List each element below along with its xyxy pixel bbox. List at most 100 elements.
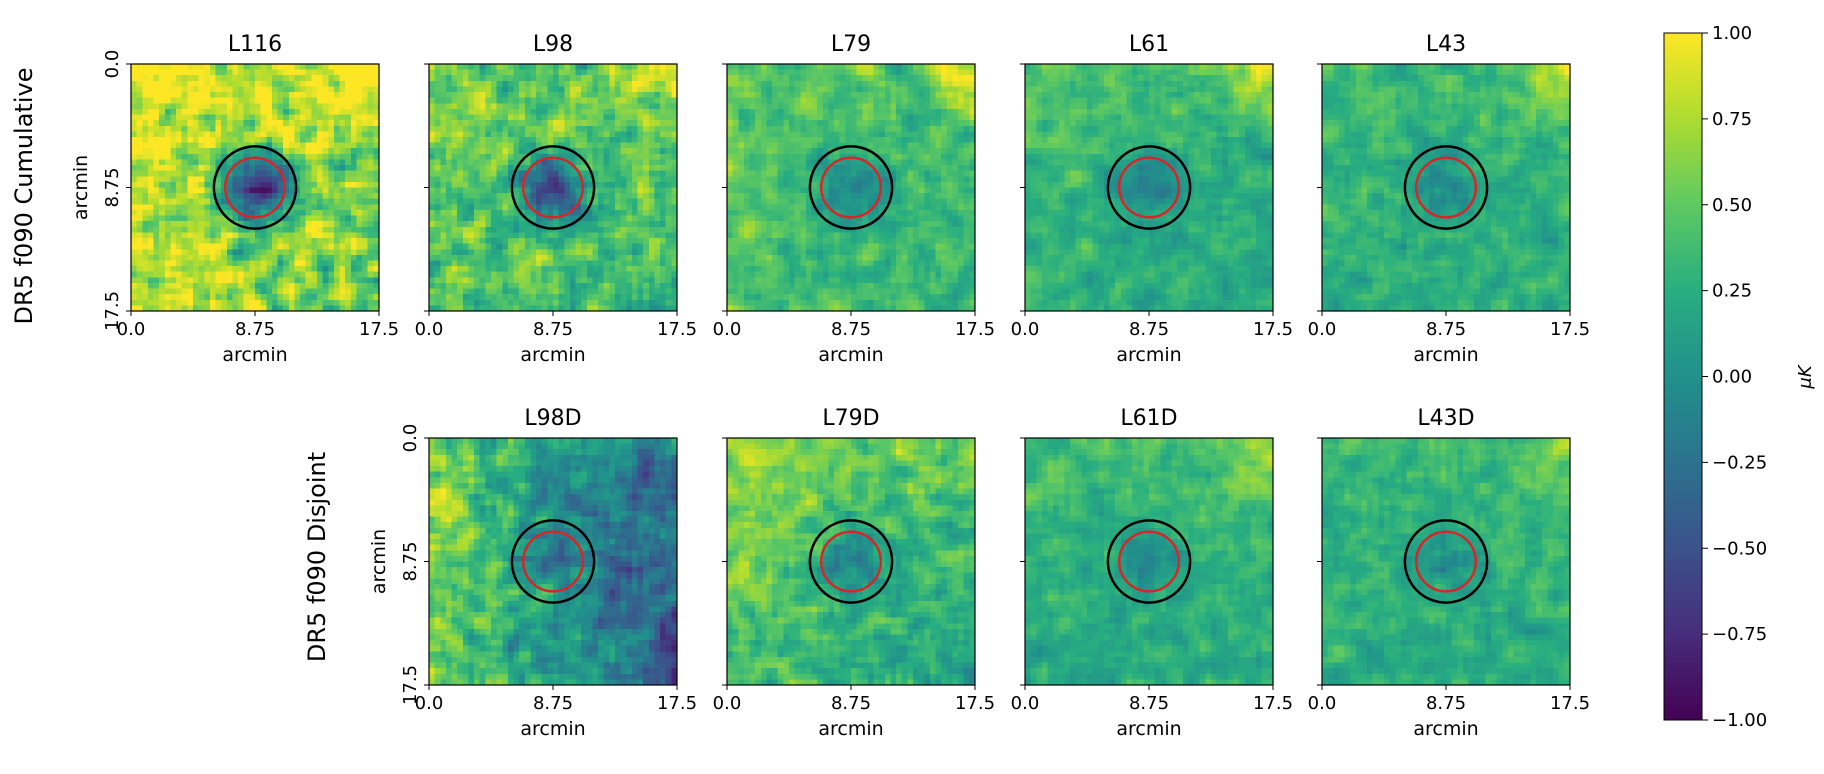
colorbar-ticks: 1.00 0.75 0.50 0.25 0.00 −0.25 −0.50 −0.75 −1.00 [1702,23,1767,731]
inner-aperture-circle [521,530,585,593]
outer-aperture-circle [1403,145,1489,230]
x-tick-label: 17.5 [657,319,697,340]
x-axis-label: arcmin [1116,344,1181,366]
x-tick-label: 0.0 [415,319,444,340]
x-tick-label: 8.75 [533,693,573,714]
inner-aperture-circle [1117,156,1181,219]
x-axis-label: arcmin [520,344,585,366]
y-tick-label: 0.0 [400,424,421,453]
outer-aperture-circle [212,145,298,230]
outer-aperture-circle [510,519,596,604]
panel-l79: L79 0.0 8.75 17.5 arcmin [713,32,995,366]
panel-title: L61D [1120,406,1177,431]
x-tick-label: 8.75 [533,319,573,340]
panel-title: L79 [831,32,871,57]
outer-aperture-circle [808,519,894,604]
colorbar-tick-label: 0.75 [1712,109,1752,130]
panel-title: L43D [1417,406,1474,431]
panel-l116: L116 0.0 8.75 17.5 arcmin 0.0 8.75 17.5 arcmin [70,32,399,366]
heatmap-image [727,64,976,312]
heatmap-image [1025,64,1274,312]
outer-aperture-circle [1403,519,1489,604]
y-tick-label: 0.0 [102,50,123,79]
x-axis-label: arcmin [1413,344,1478,366]
x-tick-label: 0.0 [1308,693,1337,714]
row-label-text: DR5 f090 Disjoint [303,452,331,662]
x-axis-label: arcmin [818,344,883,366]
heatmap-image [429,64,678,312]
colorbar-gradient [1663,32,1703,721]
outer-aperture-circle [510,145,596,230]
colorbar-tick-label: −0.25 [1712,452,1767,473]
row-label-disjoint: DR5 f090 Disjoint [303,452,331,662]
x-axis-label: arcmin [520,718,585,740]
x-axis-label: arcmin [818,718,883,740]
row-label-cumulative: DR5 f090 Cumulative [10,68,38,325]
inner-aperture-circle [223,156,287,219]
inner-aperture-circle [819,530,883,593]
panel-l98: L98 0.0 8.75 17.5 arcmin [415,32,697,366]
panel-l79d: L79D 0.0 8.75 17.5 arcmin [713,406,995,740]
panel-title: L98D [524,406,581,431]
panel-l98d: L98D 0.0 8.75 17.5 arcmin 0.0 8.75 17.5 arcmin [368,406,697,740]
colorbar-tick-label: −0.50 [1712,538,1767,559]
colorbar: 1.00 0.75 0.50 0.25 0.00 −0.25 −0.50 −0.75 −1.00… [1663,23,1816,731]
outer-aperture-circle [1106,519,1192,604]
panel-l61d: L61D 0.0 8.75 17.5 arcmin [1011,406,1293,740]
x-axis-label: arcmin [1116,718,1181,740]
outer-aperture-circle [808,145,894,230]
x-tick-label: 8.75 [831,319,871,340]
panel-l43: L43 0.0 8.75 17.5 arcmin [1308,32,1590,366]
inner-aperture-circle [1117,530,1181,593]
x-tick-label: 8.75 [1426,319,1466,340]
y-axis-label: arcmin [368,529,390,594]
x-tick-label: 17.5 [1550,693,1590,714]
y-tick-label: 8.75 [102,167,123,207]
heatmap-image [1322,64,1571,312]
y-tick-label: 17.5 [102,291,123,331]
x-axis-label: arcmin [222,344,287,366]
panel-title: L116 [228,32,282,57]
panel-l61: L61 0.0 8.75 17.5 arcmin [1011,32,1293,366]
heatmap-image [727,438,976,686]
x-tick-label: 0.0 [1308,319,1337,340]
panel-title: L79D [822,406,879,431]
x-tick-label: 8.75 [1129,693,1169,714]
x-tick-label: 17.5 [359,319,399,340]
x-tick-label: 0.0 [713,693,742,714]
x-tick-label: 0.0 [713,319,742,340]
inner-aperture-circle [1414,530,1478,593]
colorbar-tick-label: 0.25 [1712,281,1752,302]
outer-aperture-circle [1106,145,1192,230]
x-axis-label: arcmin [1413,718,1478,740]
x-tick-label: 0.0 [415,693,444,714]
x-tick-label: 0.0 [1011,693,1040,714]
heatmap-image [1025,438,1274,686]
x-tick-label: 17.5 [955,319,995,340]
colorbar-label: μK [1795,364,1816,389]
x-tick-label: 8.75 [1426,693,1466,714]
colorbar-tick-label: −0.75 [1712,624,1767,645]
y-tick-label: 17.5 [400,665,421,705]
x-tick-label: 17.5 [1550,319,1590,340]
colorbar-tick-label: 0.00 [1712,367,1752,388]
panel-title: L43 [1426,32,1466,57]
x-tick-label: 8.75 [831,693,871,714]
x-tick-label: 0.0 [117,319,146,340]
inner-aperture-circle [521,156,585,219]
x-tick-label: 17.5 [955,693,995,714]
x-tick-label: 0.0 [1011,319,1040,340]
inner-aperture-circle [1414,156,1478,219]
y-tick-label: 8.75 [400,541,421,581]
panel-title: L61 [1129,32,1169,57]
heatmap-image [429,438,678,686]
panel-title: L98 [533,32,573,57]
heatmap-image [1322,438,1571,686]
heatmap-image [131,64,380,312]
x-tick-label: 8.75 [235,319,275,340]
x-tick-label: 17.5 [1253,693,1293,714]
x-tick-label: 8.75 [1129,319,1169,340]
colorbar-tick-label: 1.00 [1712,23,1752,44]
